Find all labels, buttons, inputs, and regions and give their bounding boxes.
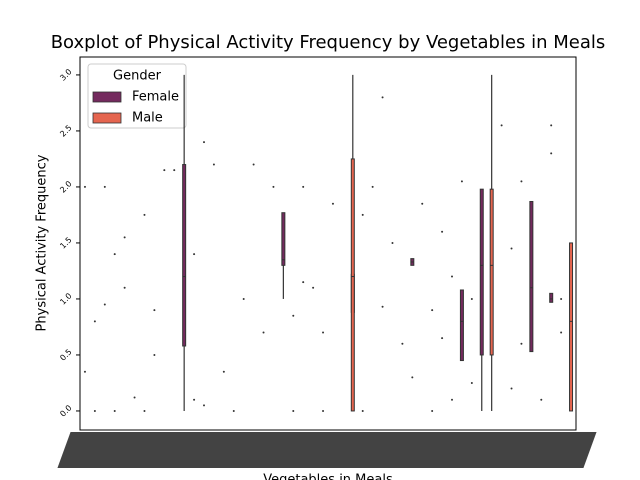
point [193,398,196,401]
point [451,398,453,401]
point [322,331,325,334]
legend-label: Male [132,111,163,126]
point [113,409,116,412]
y-tick-label: 1.5 [58,235,73,250]
box [350,158,355,412]
point [103,185,106,188]
point [193,253,196,256]
y-tick-label: 2.0 [58,179,73,194]
point [203,141,205,144]
point [460,180,463,183]
box [479,188,484,356]
y-tick-label: 2.5 [58,123,73,138]
x-tick-labels-overlap [57,432,597,468]
point [361,409,364,412]
point [103,303,106,306]
legend-swatch [92,112,122,124]
point [222,370,225,373]
plot-frame [79,56,577,431]
box [489,188,494,356]
point [381,96,384,99]
chart-title: Boxplot of Physical Activity Frequency b… [51,32,606,53]
point [550,124,553,127]
legend-label: Female [132,90,179,105]
point [431,409,434,412]
point [331,202,334,205]
box [281,212,286,266]
point [540,398,543,401]
point [381,305,384,308]
point [173,169,176,172]
y-tick-label: 1.0 [58,291,73,306]
point [153,353,156,356]
x-axis-label: Vegetables in Meals [263,473,393,480]
point [441,230,444,233]
point [292,409,295,412]
point [470,381,473,384]
point [163,169,166,172]
point [510,247,513,250]
point [83,185,86,188]
point [470,297,473,300]
point [212,163,215,166]
box [569,242,574,412]
point [401,342,404,345]
point [510,387,513,390]
y-tick-label: 0.0 [58,403,73,418]
point [123,286,126,289]
point [312,286,315,289]
point [361,213,364,216]
point [520,342,523,345]
point [232,409,235,412]
point [262,331,265,334]
box [459,289,464,362]
point [421,202,424,205]
point [451,275,453,278]
point [203,404,205,407]
point [441,337,444,340]
y-axis-label: Physical Activity Frequency [35,154,50,331]
point [113,253,116,256]
point [560,331,563,334]
box [549,292,554,303]
point [560,297,563,300]
point [411,376,414,379]
point [272,185,275,188]
y-tick-label: 0.5 [58,347,73,362]
point [252,163,255,166]
point [133,396,136,399]
box [529,200,534,353]
point [93,409,96,412]
point [500,124,503,127]
point [242,297,245,300]
point [431,309,434,312]
point [322,409,325,412]
legend-swatch [92,91,122,103]
point [93,320,96,323]
box [182,164,187,347]
point [550,152,553,155]
point [302,281,305,284]
point [123,236,126,239]
point [153,309,156,312]
y-tick-label: 3.0 [58,67,73,82]
legend [87,63,187,129]
point [520,180,523,183]
point [143,409,146,412]
point [83,370,86,373]
point [371,185,374,188]
point [391,241,394,244]
point [292,314,295,317]
point [302,185,305,188]
legend-title: Gender [113,69,162,84]
point [143,213,146,216]
